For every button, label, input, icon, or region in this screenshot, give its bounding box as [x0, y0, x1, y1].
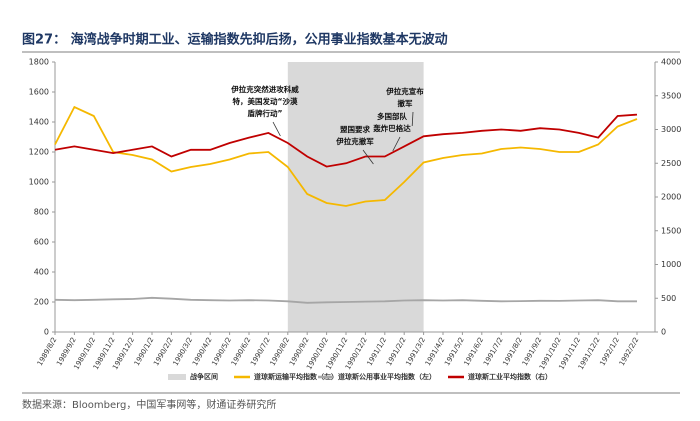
- series-line: [54, 113, 638, 168]
- y2-tick-label: 3500: [661, 91, 681, 100]
- y2-tick-label: 1500: [661, 226, 681, 235]
- annotation-pointer: [392, 136, 401, 152]
- y-tick-label: 1800: [29, 58, 49, 67]
- y2-tick-label: 0: [661, 328, 666, 337]
- y2-tick-label: 3000: [661, 125, 681, 134]
- annotation-pointer: [411, 111, 414, 127]
- y-tick-label: 600: [34, 238, 49, 247]
- y-tick-label: 1000: [29, 178, 49, 187]
- legend-swatch: [168, 374, 186, 380]
- y-tick-label: 0: [44, 328, 49, 337]
- annotation: 多国部队: [377, 111, 407, 121]
- annotation: 盟国要求: [340, 124, 370, 134]
- legend-label: 道琼斯运输平均指数（左）: [254, 372, 338, 381]
- series-line: [54, 105, 638, 207]
- y-tick-label: 200: [34, 298, 49, 307]
- annotation: 轰炸巴格达: [372, 123, 411, 133]
- y-tick-label: 1600: [29, 88, 49, 97]
- annotation: 特，美国发动“沙漠: [233, 96, 298, 106]
- y-tick-label: 1200: [29, 148, 49, 157]
- y-tick-label: 400: [34, 268, 49, 277]
- annotation-pointer: [362, 149, 374, 165]
- chart-title: 图27： 海湾战争时期工业、运输指数先抑后扬，公用事业指数基本无波动: [22, 32, 448, 48]
- war-period: [287, 62, 424, 332]
- annotation: 伊拉克宣布: [385, 86, 424, 96]
- legend-label: 道琼斯工业平均指数（右）: [468, 372, 552, 381]
- annotation: 盾牌行动”: [248, 108, 283, 118]
- legend-label: 道琼斯公用事业平均指数（左）: [338, 372, 436, 381]
- annotation: 伊拉克突然进攻科威: [230, 84, 299, 94]
- y-tick-label: 800: [34, 208, 49, 217]
- legend-label: 战争区间: [190, 372, 218, 381]
- series-line: [54, 296, 637, 304]
- y-tick-label: 1400: [29, 118, 49, 127]
- y2-tick-label: 1000: [661, 260, 681, 269]
- x-tick-label: 1992/2/2: [618, 336, 641, 367]
- y2-tick-label: 4000: [661, 58, 681, 67]
- y2-tick-label: 2500: [661, 159, 681, 168]
- annotation: 伊拉克撤军: [335, 136, 374, 146]
- annotation: 撤军: [398, 98, 413, 108]
- y2-tick-label: 2000: [661, 193, 681, 202]
- source: 数据来源：Bloomberg，中国军事网等，财通证券研究所: [22, 398, 276, 411]
- annotation-pointer: [272, 121, 281, 137]
- y2-tick-label: 500: [661, 294, 676, 303]
